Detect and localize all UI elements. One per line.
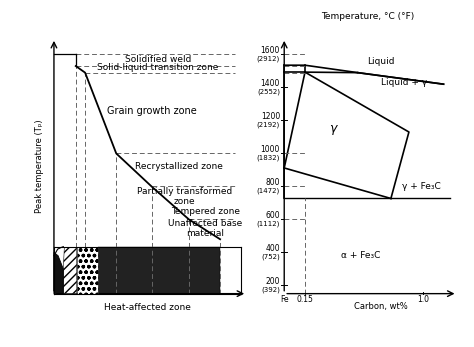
Text: 1.0: 1.0: [417, 295, 429, 304]
Text: Tempered zone: Tempered zone: [171, 207, 240, 216]
Text: (2912): (2912): [257, 56, 280, 62]
Polygon shape: [77, 247, 98, 294]
Text: 200: 200: [265, 277, 280, 286]
Text: Carbon, wt%: Carbon, wt%: [355, 302, 408, 311]
Text: Liquid: Liquid: [367, 57, 395, 66]
Text: Partially transformed
zone: Partially transformed zone: [137, 187, 232, 206]
Text: Peak temperature (Tₚ): Peak temperature (Tₚ): [35, 120, 44, 213]
Text: (2192): (2192): [257, 121, 280, 128]
Text: Heat-affected zone: Heat-affected zone: [104, 303, 191, 312]
Text: (1112): (1112): [257, 220, 280, 227]
Text: 1200: 1200: [261, 112, 280, 121]
Text: (392): (392): [261, 286, 280, 293]
Text: 1000: 1000: [261, 145, 280, 154]
Text: Solidified weld: Solidified weld: [125, 55, 191, 64]
Polygon shape: [64, 247, 77, 294]
Text: α + Fe₃C: α + Fe₃C: [341, 251, 380, 260]
Text: γ: γ: [329, 122, 337, 135]
Polygon shape: [98, 247, 220, 294]
Text: Grain growth zone: Grain growth zone: [107, 105, 196, 116]
Text: 0.15: 0.15: [297, 295, 313, 304]
Text: Fe: Fe: [280, 295, 289, 304]
Text: Recrystallized zone: Recrystallized zone: [135, 162, 222, 171]
Text: (2552): (2552): [257, 88, 280, 95]
Text: Unaffected base
material: Unaffected base material: [168, 219, 243, 238]
Text: (1472): (1472): [257, 187, 280, 194]
Text: 600: 600: [265, 211, 280, 220]
Polygon shape: [54, 252, 64, 294]
Text: 1400: 1400: [261, 79, 280, 88]
Text: γ + Fe₃C: γ + Fe₃C: [402, 182, 441, 191]
Text: Solid-liquid transition zone: Solid-liquid transition zone: [97, 63, 219, 72]
Text: Liquid + γ: Liquid + γ: [381, 78, 428, 87]
Text: 1600: 1600: [261, 46, 280, 55]
Text: 400: 400: [265, 244, 280, 253]
Text: (1832): (1832): [257, 154, 280, 161]
Text: 800: 800: [265, 178, 280, 187]
Text: Temperature, °C (°F): Temperature, °C (°F): [321, 12, 414, 21]
Text: (752): (752): [261, 253, 280, 260]
